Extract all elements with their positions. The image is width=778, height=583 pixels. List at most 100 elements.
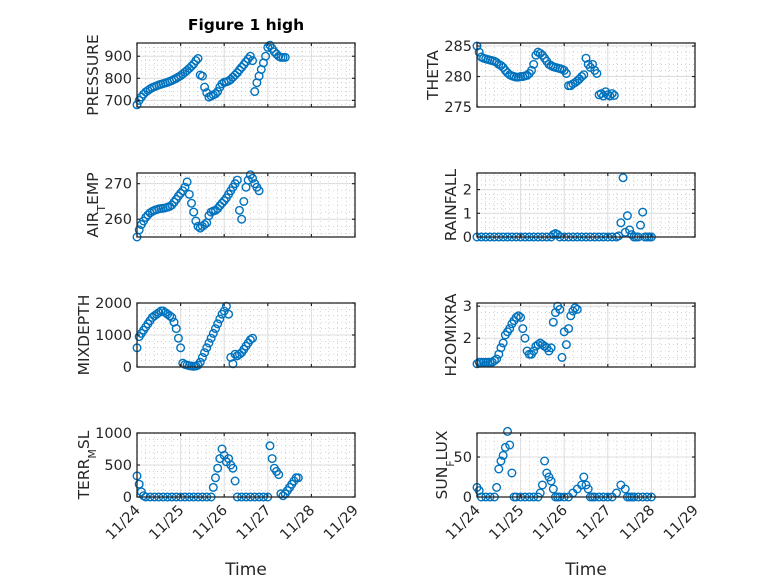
panel-1-background [137, 43, 355, 107]
panel-2-data-point [596, 89, 606, 99]
panel-7-xtick-label: 11/29 [321, 503, 362, 544]
panel-7-data-point [213, 463, 223, 473]
panel-3-data-point [254, 186, 264, 196]
panel-8-xtick-label: 11/25 [487, 503, 528, 544]
panel-8-xtick-label: 11/29 [661, 503, 702, 544]
panel-8-data-point [583, 484, 593, 494]
panel-7-data-point [278, 491, 288, 501]
panel-6-data-point [529, 346, 539, 356]
panel-7-data-point [267, 454, 277, 464]
ylabel-text: H2OMIXRA [442, 293, 460, 376]
ylabel-text: SUN [433, 467, 451, 500]
panel-4-data-point [638, 207, 648, 217]
ylabel-text: AIR [84, 211, 102, 237]
panel-5-data-point [200, 348, 210, 358]
panel-3-data-point [189, 207, 199, 217]
panel-1-ylabel: PRESSURE [84, 34, 102, 116]
panel-7-data-point [230, 476, 240, 486]
panel-2-ytick-label: 285 [444, 39, 472, 55]
panel-5-data-point [154, 308, 164, 318]
panel-5-data-point [202, 343, 212, 353]
panel-4-ytick-label: 0 [463, 230, 472, 246]
panel-8-xtick-label: 11/27 [574, 503, 615, 544]
panel-6-data-point [516, 312, 526, 322]
panel-3-data-point [186, 198, 196, 208]
ylabel-text: EMP [84, 172, 102, 205]
panel-3-data-point [134, 225, 144, 235]
panel-4-data-point [636, 220, 646, 230]
panel-5-data-point [224, 309, 234, 319]
panel-3-ytick-label: 260 [104, 212, 132, 228]
panel-3-data-point [182, 177, 192, 187]
panel-8-data-point [500, 442, 510, 452]
panel-2-data-point [561, 68, 571, 78]
panel-4-background [477, 173, 695, 237]
panel-6-data-point [566, 311, 576, 321]
panel-7-data-point [210, 473, 220, 483]
panel-7-xtick-label: 11/24 [103, 503, 144, 544]
panel-7-data-point [265, 441, 275, 451]
panel-2-data-point [598, 91, 608, 101]
panel-6-data-point [548, 317, 558, 327]
panel-8-data-point [507, 468, 517, 478]
panel-2-data-point [605, 91, 615, 101]
panel-4-data-point [618, 173, 628, 183]
panel-1-data-point [230, 70, 240, 80]
panel-5-data-point [195, 357, 205, 367]
panel-6-data-point [561, 340, 571, 350]
panel-1-data-point [248, 56, 258, 66]
panel-5-data-point [245, 335, 255, 345]
panel-8-data-point [492, 482, 502, 492]
ylabel-subscript: T [95, 205, 108, 213]
panel-3-data-point [232, 175, 242, 185]
panel-7-xtick-label: 11/27 [234, 503, 275, 544]
panel-6-data-point [546, 343, 556, 353]
ylabel-text: MIXDEPTH [75, 295, 93, 376]
panel-5-data-point [208, 328, 218, 338]
panel-8-data-point [579, 472, 589, 482]
panel-5-ylabel: MIXDEPTH [75, 295, 93, 376]
panel-6-axes-box [476, 302, 696, 368]
panel-4-data-point [625, 225, 635, 235]
panel-5-data-point [173, 333, 183, 343]
panel-1-data-point [200, 82, 210, 92]
panel-8-data-point [540, 456, 550, 466]
panel-3-data-point [180, 182, 190, 192]
panel-3-data-point [239, 196, 249, 206]
panel-6-ytick-label: 2 [463, 331, 472, 347]
panel-3-data-point [234, 205, 244, 215]
panel-8-data-point [498, 450, 508, 460]
panel-5-data-point [176, 343, 186, 353]
panel-3-data-point [217, 198, 227, 208]
panel-6-background [477, 303, 695, 367]
panel-5-data-point [197, 352, 207, 362]
panel-7-ytick-label: 1000 [95, 426, 132, 442]
panel-8-data-point [577, 480, 587, 490]
panel-8-ytick-label: 0 [463, 490, 472, 506]
panel-7-xtick-label: 11/26 [190, 503, 231, 544]
panel-1-ytick-label: 800 [104, 71, 132, 87]
panel-3-data-point [237, 214, 247, 224]
panel-7-data-point [293, 473, 303, 483]
panel-1-data-point [191, 56, 201, 66]
panel-6-data-point [513, 311, 523, 321]
panel-5-data-point [204, 338, 214, 348]
panel-4-ytick-label: 2 [463, 183, 472, 199]
panel-3-data-point [248, 173, 258, 183]
panel-6-data-point [492, 354, 502, 364]
ylabel-text: TERR [75, 458, 93, 500]
panel-5-data-point [210, 324, 220, 334]
ylabel-text: PRESSURE [84, 34, 102, 116]
panel-5-data-point [213, 319, 223, 329]
panel-8-data-point [537, 480, 547, 490]
panel-1-data-point [210, 89, 220, 99]
panel-6-ytick-label: 3 [463, 299, 472, 315]
panel-3-ytick-label: 270 [104, 177, 132, 193]
panel-1-data-point [193, 53, 203, 63]
panel-3-data-point [200, 220, 210, 230]
panel-6-data-point [557, 352, 567, 362]
panel-1-data-point [261, 51, 271, 61]
panel-3-axes-box [136, 172, 356, 238]
ylabel-subscript: F [444, 460, 457, 466]
